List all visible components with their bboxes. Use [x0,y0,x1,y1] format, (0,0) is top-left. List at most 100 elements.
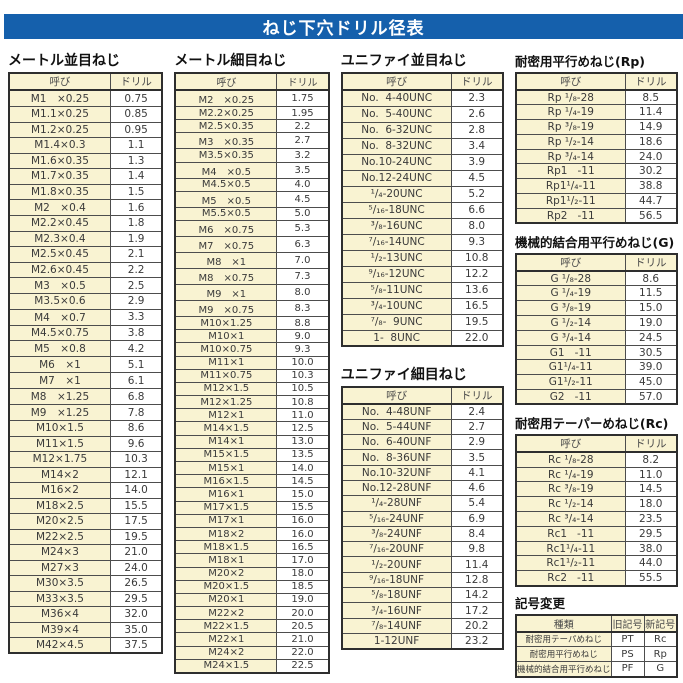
thread-size-cell: M17×1 [174,513,278,528]
table-row: M1 ×0.25 0.75 [8,89,163,107]
drill-size-cell: 8.5 [624,89,678,106]
drill-size-cell: 13.5 [276,447,330,463]
table-row: ¹/₄-20UNC 5.2 [341,185,504,203]
table-row: G1 -11 30.5 [515,344,678,361]
table-row: ⁹/₁₆-18UNF 12.8 [341,571,504,589]
table-row: M12×1.75 10.3 [8,451,163,468]
drill-size-cell: 6.1 [109,372,163,389]
drill-size-cell: 2.4 [450,403,504,420]
column-pipe-threads: 耐密用平行めねじ(Rp) 呼び ドリル Rp ¹/₈-28 8.5 Rp ¹/₄… [515,54,678,678]
table-row: M17×1 16.0 [174,513,330,528]
drill-size-cell: 3.2 [276,148,330,163]
table-row: Rc1¹/₄-11 38.0 [515,540,678,557]
thread-size-cell: M24×1.5 [174,658,278,674]
table-row: ³/₄-10UNC 16.5 [341,297,504,315]
thread-size-cell: M2.2×0.45 [8,215,111,232]
drill-size-cell: 1.1 [109,137,163,154]
thread-size-cell: M30×3.5 [8,575,111,592]
thread-size-cell: M17×1.5 [174,500,278,515]
table-row: ⁵/₈-18UNF 14.2 [341,587,504,604]
table-row: M6 ×1 5.1 [8,356,163,373]
thread-size-cell: Rc2 -11 [515,570,626,587]
drill-size-cell: 7.3 [276,267,330,285]
thread-size-cell: ⁹/₁₆-12UNC [341,265,452,283]
drill-size-cell: 3.5 [450,449,504,466]
thread-size-cell: M1.1×0.25 [8,106,111,123]
drill-size-cell: 14.0 [276,460,330,476]
table-row: 耐密用平行めねじ PS Rp [515,646,678,663]
drill-size-cell: 9.8 [450,541,504,558]
thread-size-cell: Rc ³/₈-19 [515,481,626,498]
drill-size-cell: 10.0 [276,355,330,370]
rc-table: 呼び ドリル Rc ¹/₈-28 8.2 Rc ¹/₄-19 11.0 Rc ³… [515,434,678,587]
thread-size-cell: ⁹/₁₆-18UNF [341,571,452,589]
thread-size-cell: M24×3 [8,544,111,561]
thread-size-cell: M3.5×0.6 [8,293,111,310]
thread-size-cell: M5 ×0.8 [8,340,111,357]
thread-size-cell: G ¹/₄-19 [515,285,626,302]
thread-size-cell: M8 ×1 [174,251,278,269]
drill-size-cell: 15.0 [624,300,678,317]
table-row: M6 ×0.75 5.3 [174,219,330,237]
thread-size-cell: M39×4 [8,621,111,638]
section-title-symbol-change: 記号変更 [515,595,566,611]
drill-size-cell: 0.95 [109,121,163,138]
drill-size-cell: 0.85 [109,106,163,123]
thread-size-cell: M18×2.5 [8,497,111,514]
thread-size-cell: ¹/₄-28UNF [341,495,452,512]
thread-size-cell: ¹/₄-20UNC [341,185,452,203]
drill-size-cell: 13.0 [276,434,330,449]
drill-size-cell: 7.8 [109,404,163,421]
drill-size-cell: 44.0 [624,555,678,572]
thread-size-cell: M1.6×0.35 [8,152,111,169]
drill-size-cell: 20.2 [450,617,504,634]
col-header-new-symbol: 新記号 [643,614,678,633]
drill-size-cell: 4.2 [109,340,163,357]
drill-size-cell: 10.5 [276,381,330,397]
thread-size-cell: No. 4-40UNC [341,89,452,107]
thread-size-cell: No. 5-40UNC [341,105,452,123]
table-row: M18×1.5 16.5 [174,540,330,555]
table-row: ⁵/₁₆-18UNC 6.6 [341,201,504,219]
thread-size-cell: No. 5-44UNF [341,418,452,436]
thread-size-cell: No. 6-32UNC [341,121,452,139]
thread-type-cell: 耐密用テーパめねじ [515,631,612,648]
drill-size-cell: 19.5 [109,528,163,545]
table-row: Rp1¹/₂-11 44.7 [515,193,678,209]
unified-fine-table: 呼び ドリル No. 4-48UNF 2.4 No. 5-44UNF 2.7 N… [340,386,504,650]
table-row: M10×1.5 8.6 [8,420,163,437]
drill-size-cell: 20.5 [276,619,330,634]
drill-size-cell: 23.5 [624,511,678,527]
table-row: M20×1.5 18.5 [174,579,330,594]
table-row: Rc1¹/₂-11 44.0 [515,555,678,572]
drill-size-cell: 39.0 [624,359,678,376]
table-row: M8 ×1.25 6.8 [8,388,163,405]
drill-size-cell: 16.0 [276,526,330,542]
thread-size-cell: M22×2.5 [8,528,111,545]
section-title-metric-fine: メートル細目ねじ [174,53,287,69]
table-row: G ³/₄-14 24.5 [515,329,678,346]
col-header-name: 呼び [174,72,278,91]
thread-size-cell: M1.7×0.35 [8,168,111,185]
thread-size-cell: M22×1.5 [174,619,278,634]
table-row: M1.8×0.35 1.5 [8,183,163,200]
thread-size-cell: M11×1.5 [8,435,111,452]
table-row: M1.7×0.35 1.4 [8,168,163,185]
thread-size-cell: M15×1 [174,460,278,476]
section-title-unified-coarse: ユニファイ並目ねじ [340,53,467,69]
table-row: M4.5×0.5 4.0 [174,177,330,192]
table-row: M16×2 14.0 [8,482,163,499]
col-header-name: 呼び [341,386,452,405]
thread-size-cell: M18×1.5 [174,540,278,555]
thread-size-cell: M5.5×0.5 [174,206,278,221]
col-header-name: 呼び [515,72,626,91]
table-row: ⁹/₁₆-12UNC 12.2 [341,265,504,283]
table-row: M27×3 24.0 [8,559,163,576]
drill-size-cell: 15.5 [109,497,163,514]
old-symbol-cell: PT [610,631,645,648]
table-row: Rc1 -11 29.5 [515,525,678,542]
table-row: ⁵/₁₆-24UNF 6.9 [341,510,504,527]
table-row: M16×1 15.0 [174,487,330,502]
table-row: M2.5×0.35 2.2 [174,119,330,134]
drill-size-cell: 35.0 [109,621,163,638]
